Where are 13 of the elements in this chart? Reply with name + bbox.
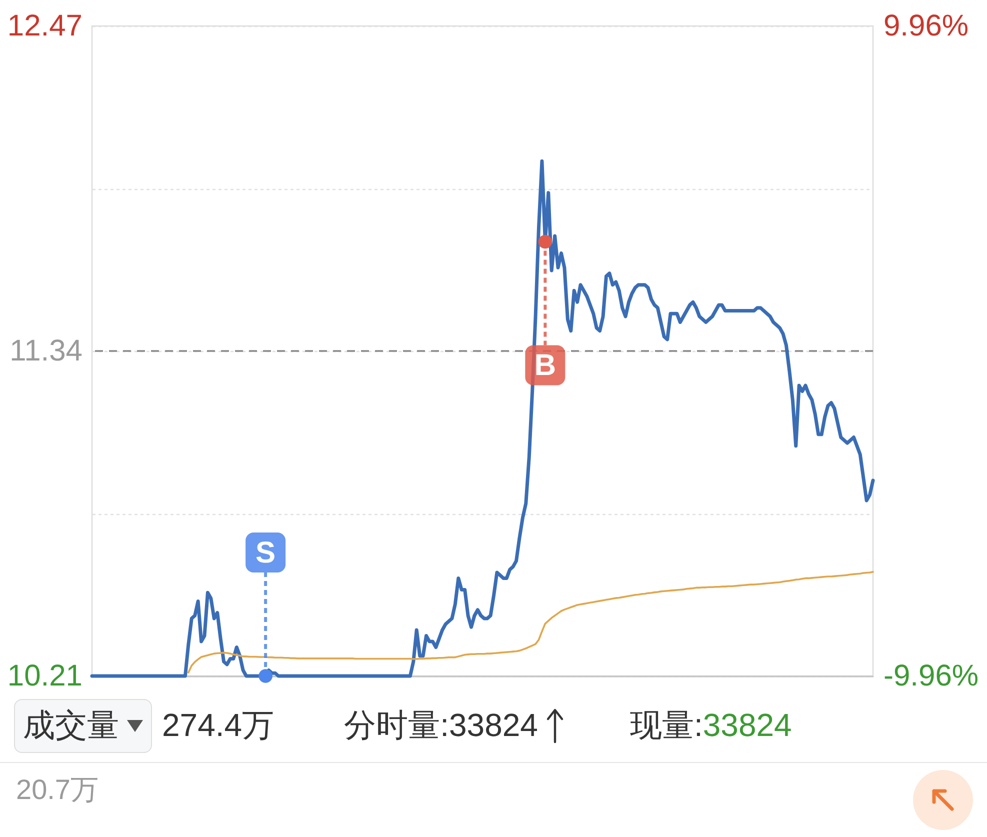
pin-badge: S	[246, 532, 286, 667]
y2-tick-label: 9.96%	[884, 10, 969, 42]
y-tick-label: 10.21	[7, 660, 82, 692]
line-series	[188, 570, 874, 674]
text: 分时量:33824	[344, 706, 538, 745]
text: 274.4万	[162, 706, 274, 745]
dropdown[interactable]: 成交量	[14, 699, 152, 753]
text: 现量:33824	[630, 706, 792, 745]
text: 20.7万	[16, 773, 98, 807]
y2-tick-label: -9.96%	[884, 660, 979, 692]
y-tick-label: 12.47	[7, 10, 82, 42]
pin-badge: B	[525, 250, 566, 386]
y-tick-label: 11.34	[10, 334, 82, 368]
